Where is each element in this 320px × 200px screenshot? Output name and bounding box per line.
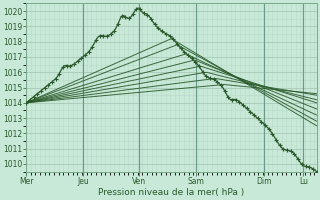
X-axis label: Pression niveau de la mer( hPa ): Pression niveau de la mer( hPa ) [98,188,244,197]
